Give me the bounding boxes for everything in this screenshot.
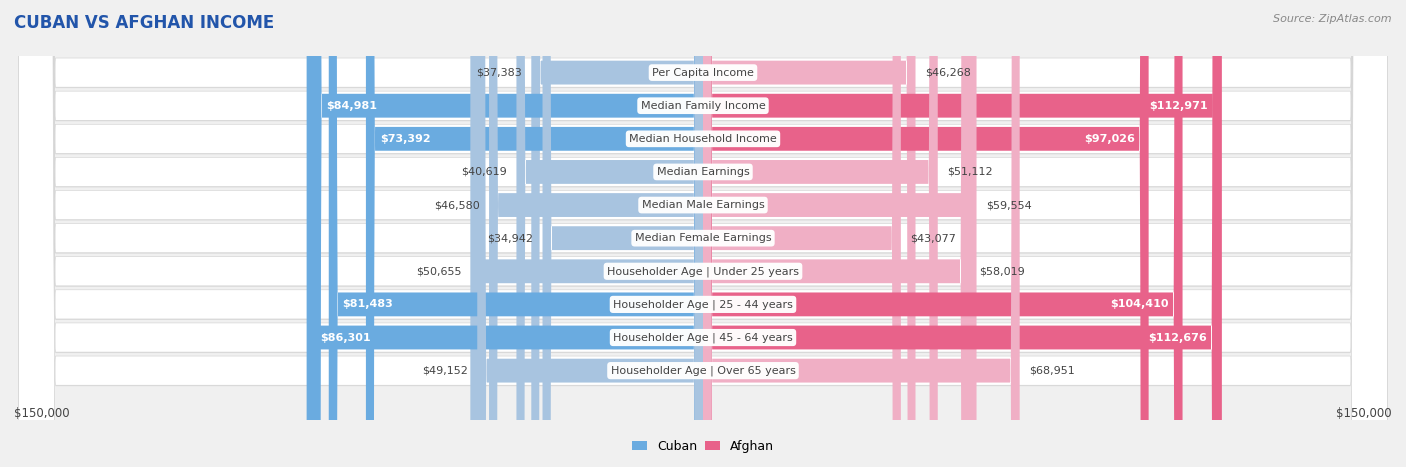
FancyBboxPatch shape xyxy=(18,0,1388,467)
FancyBboxPatch shape xyxy=(18,0,1388,467)
Text: $43,077: $43,077 xyxy=(910,233,956,243)
Text: $73,392: $73,392 xyxy=(380,134,430,144)
Text: Source: ZipAtlas.com: Source: ZipAtlas.com xyxy=(1274,14,1392,24)
FancyBboxPatch shape xyxy=(703,0,1182,467)
FancyBboxPatch shape xyxy=(18,0,1388,467)
Text: $34,942: $34,942 xyxy=(488,233,533,243)
FancyBboxPatch shape xyxy=(703,0,1019,467)
FancyBboxPatch shape xyxy=(18,0,1388,467)
Text: $58,019: $58,019 xyxy=(979,266,1025,276)
FancyBboxPatch shape xyxy=(307,0,703,467)
Text: $112,676: $112,676 xyxy=(1147,333,1206,342)
FancyBboxPatch shape xyxy=(18,0,1388,467)
FancyBboxPatch shape xyxy=(516,0,703,467)
FancyBboxPatch shape xyxy=(703,0,1222,467)
FancyBboxPatch shape xyxy=(329,0,703,467)
FancyBboxPatch shape xyxy=(18,0,1388,467)
Text: $112,971: $112,971 xyxy=(1150,101,1208,111)
FancyBboxPatch shape xyxy=(531,0,703,467)
Text: $40,619: $40,619 xyxy=(461,167,508,177)
Text: $49,152: $49,152 xyxy=(422,366,468,375)
Text: $150,000: $150,000 xyxy=(1336,407,1392,420)
Text: Householder Age | Under 25 years: Householder Age | Under 25 years xyxy=(607,266,799,276)
FancyBboxPatch shape xyxy=(703,0,970,467)
FancyBboxPatch shape xyxy=(543,0,703,467)
FancyBboxPatch shape xyxy=(18,0,1388,467)
Text: Median Female Earnings: Median Female Earnings xyxy=(634,233,772,243)
FancyBboxPatch shape xyxy=(18,0,1388,467)
Text: Median Household Income: Median Household Income xyxy=(628,134,778,144)
Text: Householder Age | 45 - 64 years: Householder Age | 45 - 64 years xyxy=(613,332,793,343)
FancyBboxPatch shape xyxy=(18,0,1388,467)
Text: Householder Age | Over 65 years: Householder Age | Over 65 years xyxy=(610,365,796,376)
FancyBboxPatch shape xyxy=(312,0,703,467)
Text: $46,268: $46,268 xyxy=(925,68,970,78)
FancyBboxPatch shape xyxy=(18,0,1388,467)
FancyBboxPatch shape xyxy=(18,0,1388,467)
FancyBboxPatch shape xyxy=(18,0,1388,467)
FancyBboxPatch shape xyxy=(703,0,1149,467)
FancyBboxPatch shape xyxy=(18,0,1388,467)
Text: Per Capita Income: Per Capita Income xyxy=(652,68,754,78)
Text: Median Family Income: Median Family Income xyxy=(641,101,765,111)
FancyBboxPatch shape xyxy=(471,0,703,467)
FancyBboxPatch shape xyxy=(18,0,1388,467)
Text: $86,301: $86,301 xyxy=(321,333,371,342)
FancyBboxPatch shape xyxy=(18,0,1388,467)
Text: Median Earnings: Median Earnings xyxy=(657,167,749,177)
Text: $51,112: $51,112 xyxy=(946,167,993,177)
FancyBboxPatch shape xyxy=(489,0,703,467)
FancyBboxPatch shape xyxy=(703,0,901,467)
Text: $50,655: $50,655 xyxy=(416,266,461,276)
FancyBboxPatch shape xyxy=(18,0,1388,467)
Legend: Cuban, Afghan: Cuban, Afghan xyxy=(627,435,779,458)
Text: Householder Age | 25 - 44 years: Householder Age | 25 - 44 years xyxy=(613,299,793,310)
FancyBboxPatch shape xyxy=(703,0,1220,467)
FancyBboxPatch shape xyxy=(18,0,1388,467)
FancyBboxPatch shape xyxy=(18,0,1388,467)
FancyBboxPatch shape xyxy=(18,0,1388,467)
Text: $104,410: $104,410 xyxy=(1111,299,1168,310)
Text: $84,981: $84,981 xyxy=(326,101,377,111)
Text: $68,951: $68,951 xyxy=(1029,366,1074,375)
FancyBboxPatch shape xyxy=(703,0,915,467)
Text: Median Male Earnings: Median Male Earnings xyxy=(641,200,765,210)
FancyBboxPatch shape xyxy=(18,0,1388,467)
Text: CUBAN VS AFGHAN INCOME: CUBAN VS AFGHAN INCOME xyxy=(14,14,274,32)
Text: $97,026: $97,026 xyxy=(1084,134,1135,144)
Text: $150,000: $150,000 xyxy=(14,407,70,420)
Text: $81,483: $81,483 xyxy=(343,299,394,310)
FancyBboxPatch shape xyxy=(703,0,938,467)
FancyBboxPatch shape xyxy=(703,0,977,467)
FancyBboxPatch shape xyxy=(477,0,703,467)
FancyBboxPatch shape xyxy=(366,0,703,467)
Text: $46,580: $46,580 xyxy=(434,200,479,210)
Text: $37,383: $37,383 xyxy=(477,68,522,78)
Text: $59,554: $59,554 xyxy=(986,200,1032,210)
